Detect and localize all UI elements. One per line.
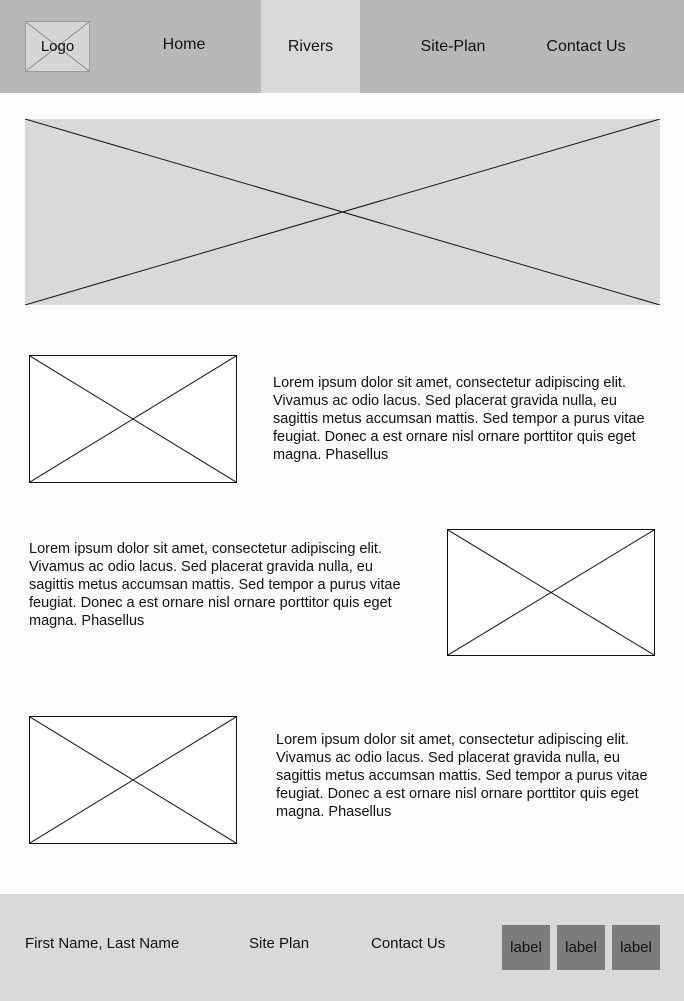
footer-label-button-1-text: label [510,939,542,956]
logo[interactable]: Logo [25,21,90,72]
nav-home-label: Home [162,35,206,53]
logo-placeholder-icon [26,22,89,71]
nav-site-plan[interactable]: Site-Plan [400,0,506,93]
section-2-image [447,529,655,656]
footer-label-button-2[interactable]: label [557,925,605,970]
section-3-text: Lorem ipsum dolor sit amet, consectetur … [276,732,648,820]
footer-label-button-1[interactable]: label [502,925,550,970]
nav-home[interactable]: Home [132,0,236,93]
image-placeholder-icon [30,356,236,482]
footer-site-plan-link[interactable]: Site Plan [249,935,310,952]
nav-contact-us-label: Contact Us [546,37,626,55]
footer-label-button-2-text: label [565,939,597,956]
footer-label-button-3-text: label [620,939,652,956]
hero-image [25,119,660,305]
logo-label: Logo [40,38,75,55]
footer-label-button-3[interactable]: label [612,925,660,970]
nav-site-plan-label: Site-Plan [420,37,486,55]
image-placeholder-icon [30,717,236,843]
nav-contact-us[interactable]: Contact Us [533,0,639,93]
image-placeholder-icon [25,119,660,305]
section-1-image [29,355,237,483]
section-2-text: Lorem ipsum dolor sit amet, consectetur … [29,541,401,629]
footer-contact-link[interactable]: Contact Us [371,935,446,952]
section-3-image [29,716,237,844]
nav-rivers[interactable]: Rivers [261,0,360,93]
image-placeholder-icon [448,530,654,655]
nav-rivers-label: Rivers [287,37,334,55]
section-1-text: Lorem ipsum dolor sit amet, consectetur … [273,375,645,463]
footer-name: First Name, Last Name [25,935,180,952]
